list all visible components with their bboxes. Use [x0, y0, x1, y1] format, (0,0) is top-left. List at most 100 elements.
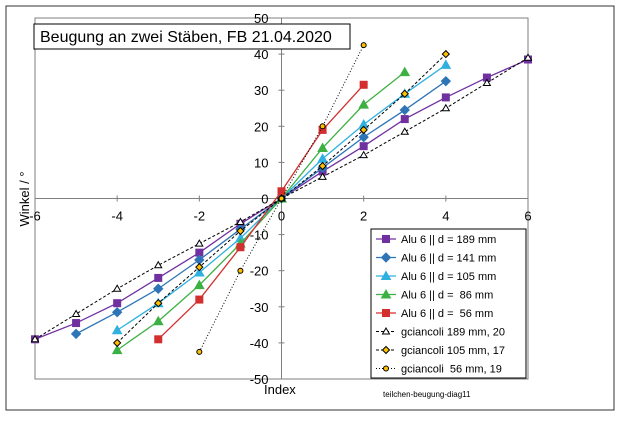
data-point — [193, 279, 205, 290]
x-axis-label: Index — [264, 382, 296, 397]
legend-entry: gciancoli 105 mm, 17 — [376, 345, 505, 357]
data-point — [278, 195, 285, 202]
x-tick-label: 2 — [360, 209, 367, 224]
data-point — [400, 89, 409, 99]
data-point — [72, 319, 81, 328]
data-point — [400, 115, 409, 124]
legend-items: Alu 6 || d = 189 mm Alu 6 || d = 141 mm Al… — [376, 234, 505, 376]
x-tick-label: -4 — [111, 209, 123, 224]
data-point — [382, 309, 390, 317]
data-point — [237, 267, 244, 274]
data-point — [360, 42, 367, 49]
data-point — [154, 335, 163, 344]
x-tick-label: 6 — [524, 209, 531, 224]
legend-entry: gciancoli 189 mm, 20 — [376, 327, 505, 339]
data-point — [236, 243, 245, 252]
data-point — [236, 226, 245, 236]
data-point — [318, 161, 327, 171]
data-point — [383, 365, 389, 372]
data-point — [152, 315, 164, 326]
data-point — [111, 344, 123, 355]
data-point — [380, 270, 392, 280]
y-tick-label: 50 — [254, 11, 268, 26]
y-tick-label: -40 — [250, 336, 269, 351]
legend-entry: Alu 6 || d = 86 mm — [376, 288, 493, 302]
data-point — [71, 309, 81, 318]
y-tick-label: 0 — [261, 192, 268, 207]
y-tick-label: 20 — [254, 119, 268, 134]
data-point — [359, 80, 368, 89]
data-point — [195, 295, 204, 304]
legend: Alu 6 || d = 189 mm Alu 6 || d = 141 mm Al… — [370, 228, 527, 379]
data-point — [236, 217, 245, 225]
data-point — [358, 131, 369, 143]
legend-entry: Alu 6 || d = 141 mm — [376, 252, 496, 265]
x-tick-label: 4 — [442, 209, 449, 224]
y-axis-label: Winkel / ° — [17, 171, 32, 226]
data-point — [112, 284, 122, 292]
legend-entry: Alu 6 || d = 105 mm — [376, 270, 496, 283]
legend-label: gciancoli 105 mm, 17 — [401, 345, 505, 357]
legend-entry: Alu 6 || d = 56 mm — [376, 308, 493, 320]
legend-label: gciancoli 189 mm, 20 — [401, 327, 505, 339]
data-point — [154, 273, 163, 282]
legend-label: Alu 6 || d = 56 mm — [401, 308, 493, 320]
data-point — [441, 103, 451, 112]
data-point — [382, 235, 390, 243]
y-tick-label: 30 — [254, 83, 268, 98]
data-point — [359, 125, 368, 135]
legend-entry: gciancoli 56 mm, 19 — [376, 364, 502, 376]
data-point — [113, 299, 122, 308]
x-tick-label: -6 — [29, 209, 41, 224]
y-tick-label: -30 — [250, 300, 269, 315]
series-line — [116, 71, 406, 351]
data-point — [195, 262, 204, 272]
data-point — [523, 53, 533, 61]
footnote: teilchen-beugung-diag11 — [383, 390, 471, 399]
data-point — [482, 78, 492, 86]
series-line — [157, 84, 365, 340]
data-point — [111, 324, 123, 335]
legend-label: gciancoli 56 mm, 19 — [401, 364, 502, 376]
series — [30, 53, 533, 343]
series-layer — [30, 42, 533, 355]
data-point — [153, 283, 164, 294]
data-point — [194, 239, 204, 247]
data-point — [381, 345, 391, 355]
data-point — [359, 150, 369, 159]
data-point — [193, 266, 205, 277]
data-point — [70, 328, 82, 340]
series-line — [75, 80, 447, 335]
data-point — [399, 104, 410, 116]
data-point — [399, 66, 411, 77]
legend-entry: Alu 6 || d = 189 mm — [376, 234, 496, 246]
y-tick-label: -50 — [250, 372, 269, 387]
data-point — [381, 327, 391, 335]
y-tick-label: -10 — [250, 228, 269, 243]
series — [154, 80, 368, 344]
legend-box — [370, 228, 527, 379]
data-point — [359, 142, 368, 151]
data-point — [380, 252, 392, 263]
x-tick-label: -2 — [194, 209, 206, 224]
data-point — [441, 93, 450, 102]
title-box: Beugung an zwei Stäben, FB 21.04.2020 — [33, 23, 351, 50]
legend-label: Alu 6 || d = 86 mm — [401, 290, 493, 302]
data-point — [358, 99, 370, 109]
data-point — [153, 260, 163, 269]
y-tick-label: 10 — [254, 155, 268, 170]
data-point — [111, 307, 123, 318]
legend-label: Alu 6 || d = 105 mm — [401, 271, 496, 283]
data-point — [441, 49, 451, 59]
series — [112, 49, 451, 348]
data-point — [196, 348, 203, 355]
data-point — [380, 288, 392, 299]
series — [111, 66, 411, 355]
data-point — [400, 127, 410, 135]
data-point — [318, 172, 327, 180]
data-point — [440, 75, 452, 87]
data-point — [440, 59, 452, 69]
x-tick-label: 0 — [278, 209, 285, 224]
chart-title: Beugung an zwei Stäben, FB 21.04.2020 — [40, 29, 332, 46]
